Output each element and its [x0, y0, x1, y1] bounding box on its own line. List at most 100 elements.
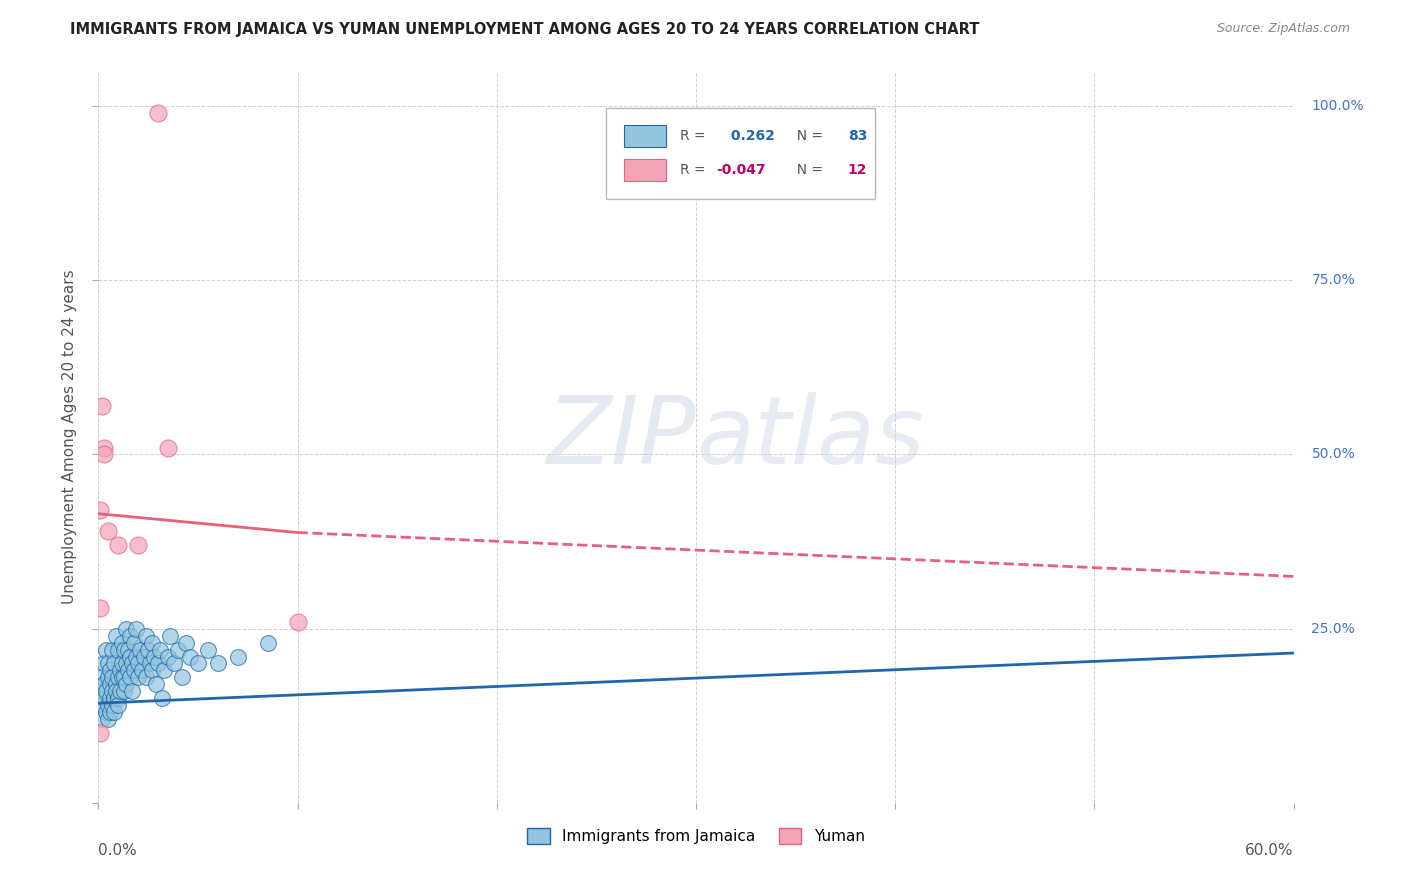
Point	[287, 615, 309, 629]
Point	[148, 657, 170, 671]
Point	[172, 670, 194, 684]
Point	[207, 657, 229, 671]
Point	[96, 684, 118, 698]
Text: IMMIGRANTS FROM JAMAICA VS YUMAN UNEMPLOYMENT AMONG AGES 20 TO 24 YEARS CORRELAT: IMMIGRANTS FROM JAMAICA VS YUMAN UNEMPLO…	[70, 22, 980, 37]
Point	[98, 705, 122, 719]
Text: N =: N =	[787, 163, 828, 178]
Point	[141, 664, 163, 678]
Point	[127, 670, 149, 684]
Text: N =: N =	[787, 128, 828, 143]
Point	[120, 670, 142, 684]
FancyBboxPatch shape	[606, 108, 875, 200]
Point	[105, 684, 128, 698]
Point	[163, 657, 186, 671]
Text: 83: 83	[848, 128, 868, 143]
Point	[117, 664, 139, 678]
Point	[120, 629, 142, 643]
Text: 0.262: 0.262	[725, 128, 775, 143]
Text: atlas: atlas	[696, 392, 924, 483]
Point	[125, 622, 148, 636]
Point	[110, 684, 132, 698]
Point	[101, 642, 124, 657]
Point	[157, 649, 180, 664]
Point	[89, 503, 111, 517]
Point	[96, 705, 118, 719]
Point	[112, 670, 135, 684]
Point	[150, 691, 173, 706]
Point	[115, 657, 138, 671]
Point	[89, 698, 111, 713]
Point	[256, 635, 278, 649]
Point	[107, 691, 129, 706]
Point	[89, 600, 111, 615]
Bar	[624, 159, 666, 181]
Point	[97, 712, 120, 726]
Text: Source: ZipAtlas.com: Source: ZipAtlas.com	[1216, 22, 1350, 36]
Point	[101, 670, 124, 684]
Point	[107, 698, 129, 713]
Point	[110, 664, 132, 678]
Point	[115, 677, 138, 691]
Point	[112, 684, 135, 698]
Point	[136, 642, 159, 657]
Point	[129, 642, 152, 657]
Point	[103, 691, 125, 706]
Point	[98, 691, 122, 706]
Text: -0.047: -0.047	[716, 163, 766, 178]
Point	[91, 684, 114, 698]
Point	[149, 642, 172, 657]
Point	[111, 670, 134, 684]
Point	[93, 448, 115, 462]
Point	[131, 664, 153, 678]
Legend: Immigrants from Jamaica, Yuman: Immigrants from Jamaica, Yuman	[522, 822, 870, 850]
Point	[112, 642, 135, 657]
Text: R =: R =	[681, 128, 710, 143]
Point	[226, 649, 249, 664]
Point	[197, 642, 219, 657]
Point	[89, 726, 111, 740]
Point	[91, 712, 114, 726]
Text: 100.0%: 100.0%	[1312, 99, 1364, 113]
Point	[107, 538, 129, 552]
Point	[97, 657, 120, 671]
Text: 50.0%: 50.0%	[1312, 448, 1355, 461]
Point	[105, 629, 128, 643]
Point	[127, 657, 149, 671]
Point	[148, 106, 170, 120]
Point	[103, 657, 125, 671]
Point	[135, 670, 157, 684]
Point	[159, 629, 181, 643]
Point	[111, 657, 134, 671]
Bar	[624, 125, 666, 146]
Point	[167, 642, 190, 657]
Point	[115, 622, 138, 636]
Text: 75.0%: 75.0%	[1312, 273, 1355, 287]
Point	[107, 642, 129, 657]
Point	[120, 649, 142, 664]
Point	[97, 524, 120, 538]
Point	[93, 441, 115, 455]
Point	[111, 635, 134, 649]
Point	[125, 649, 148, 664]
Point	[157, 441, 180, 455]
Point	[117, 642, 139, 657]
Point	[141, 635, 163, 649]
Point	[187, 657, 209, 671]
Point	[174, 635, 197, 649]
Text: 0.0%: 0.0%	[98, 843, 138, 858]
Text: 25.0%: 25.0%	[1312, 622, 1355, 636]
Point	[93, 657, 115, 671]
Point	[93, 677, 115, 691]
Text: R =: R =	[681, 163, 710, 178]
Point	[127, 538, 149, 552]
Text: 60.0%: 60.0%	[1246, 843, 1294, 858]
Point	[97, 698, 120, 713]
Point	[105, 677, 128, 691]
Point	[91, 399, 114, 413]
Point	[121, 684, 143, 698]
Point	[93, 691, 115, 706]
Point	[139, 657, 162, 671]
Y-axis label: Unemployment Among Ages 20 to 24 years: Unemployment Among Ages 20 to 24 years	[62, 269, 77, 605]
Point	[96, 642, 118, 657]
Point	[134, 649, 156, 664]
